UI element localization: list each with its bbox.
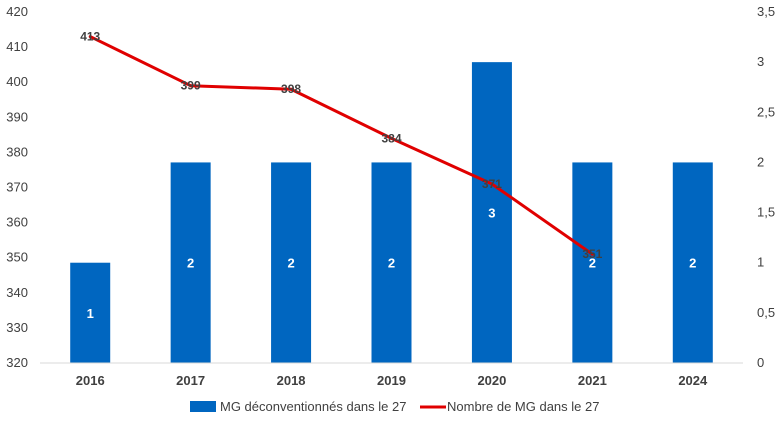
left-y-tick-label: 350 — [6, 250, 28, 265]
line-data-label: 398 — [281, 82, 301, 96]
bar-data-label: 2 — [689, 256, 696, 271]
right-y-tick-label: 1 — [757, 255, 764, 270]
line-data-label: 371 — [482, 177, 502, 191]
x-tick-label: 2021 — [578, 373, 607, 388]
bar — [471, 62, 512, 364]
left-y-tick-label: 410 — [6, 39, 28, 54]
left-y-tick-label: 330 — [6, 320, 28, 335]
x-axis: 2016 2017 2018 2019 2020 2021 2024 — [40, 362, 743, 388]
line-point — [189, 84, 193, 88]
left-y-tick-label: 380 — [6, 144, 28, 159]
bar — [170, 162, 211, 363]
bar-data-label: 2 — [589, 256, 596, 271]
right-y-tick-label: 0,5 — [757, 305, 775, 320]
line-point — [88, 35, 92, 39]
right-y-tick-label: 0 — [757, 355, 764, 370]
left-y-tick-label: 370 — [6, 180, 28, 195]
line-point — [490, 182, 494, 186]
bar-series: 1 2 2 2 3 2 2 — [70, 62, 713, 364]
bar — [271, 162, 312, 363]
right-y-tick-label: 2,5 — [757, 104, 775, 119]
bar — [672, 162, 713, 363]
line-data-label: 351 — [582, 247, 602, 261]
bar-data-label: 2 — [187, 256, 194, 271]
right-y-tick-label: 3 — [757, 54, 764, 69]
bar — [572, 162, 613, 363]
right-y-tick-label: 2 — [757, 154, 764, 169]
legend-bar-swatch — [190, 401, 216, 412]
bar-data-label: 1 — [87, 306, 94, 321]
line-point — [590, 252, 594, 256]
bar-data-label: 3 — [488, 206, 495, 221]
line-data-label: 413 — [80, 30, 100, 44]
bar-data-label: 2 — [287, 256, 294, 271]
left-y-tick-label: 420 — [6, 4, 28, 19]
left-y-tick-label: 360 — [6, 215, 28, 230]
x-tick-label: 2017 — [176, 373, 205, 388]
line-data-label: 384 — [381, 131, 401, 145]
left-y-tick-label: 400 — [6, 74, 28, 89]
line-data-label: 399 — [181, 79, 201, 93]
left-y-tick-label: 320 — [6, 355, 28, 370]
right-y-tick-label: 1,5 — [757, 205, 775, 220]
x-tick-label: 2024 — [678, 373, 708, 388]
line-point — [289, 87, 293, 91]
legend: MG déconventionnés dans le 27 Nombre de … — [190, 399, 599, 414]
left-y-tick-label: 340 — [6, 285, 28, 300]
legend-bar-label: MG déconventionnés dans le 27 — [220, 399, 406, 414]
x-tick-label: 2016 — [76, 373, 105, 388]
x-tick-label: 2019 — [377, 373, 406, 388]
line-path — [89, 35, 594, 256]
left-y-tick-label: 390 — [6, 109, 28, 124]
bar — [371, 162, 412, 363]
left-y-axis: 320 330 340 350 360 370 380 390 400 410 420 — [6, 4, 28, 370]
right-y-axis: 0 0,5 1 1,5 2 2,5 3 3,5 — [757, 4, 775, 370]
right-y-tick-label: 3,5 — [757, 4, 775, 19]
line-series: 413 399 398 384 371 351 — [80, 30, 602, 262]
x-tick-label: 2020 — [477, 373, 506, 388]
bar-data-label: 2 — [388, 256, 395, 271]
legend-line-label: Nombre de MG dans le 27 — [447, 399, 599, 414]
x-tick-label: 2018 — [277, 373, 306, 388]
line-point — [390, 136, 393, 140]
bar — [70, 262, 111, 363]
